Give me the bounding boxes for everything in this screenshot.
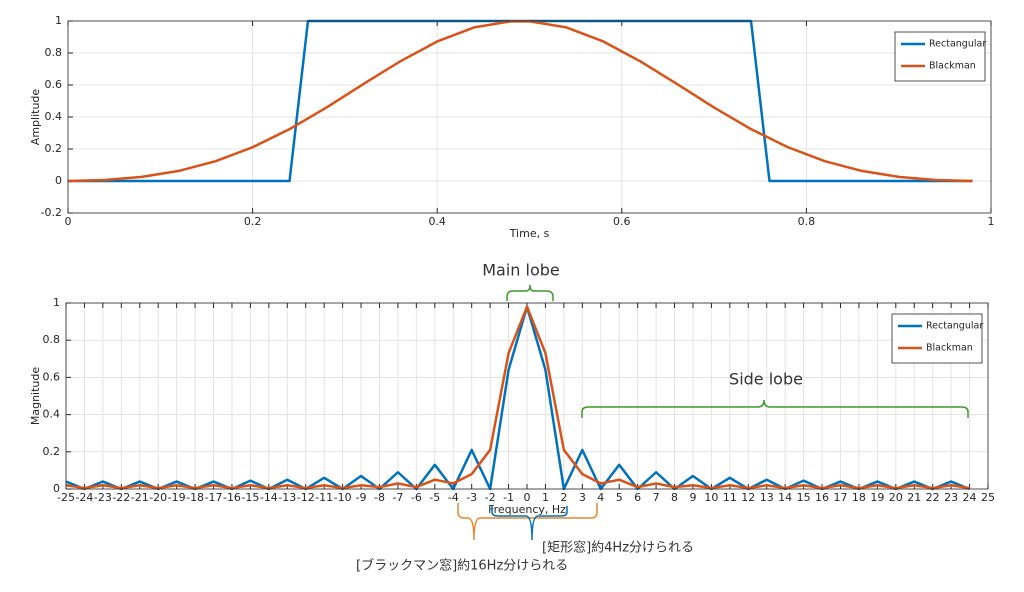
x-tick-label: -18 [186,491,204,504]
x-tick-label: 4 [597,491,604,504]
y-axis-label: Magnitude [29,367,42,426]
legend-label: Rectangular [926,321,983,332]
x-tick-label: -7 [392,491,403,504]
y-tick-label: -0.2 [41,206,62,219]
x-tick-label: 21 [907,491,921,504]
x-tick-label: -2 [485,491,496,504]
x-tick-label: -9 [356,491,367,504]
x-tick-label: 20 [889,491,903,504]
x-tick-label: -16 [223,491,241,504]
y-tick-label: 0.8 [45,46,63,59]
x-tick-label: 8 [671,491,678,504]
plot-frame [65,302,989,490]
x-tick-label: 25 [981,491,995,504]
x-tick-label: 1 [542,491,549,504]
x-tick-label: 13 [760,491,774,504]
annotation: Main lobe [482,261,560,280]
x-tick-label: 0 [524,491,531,504]
x-axis-label: Time, s [509,227,550,240]
y-tick-label: 0.8 [43,333,61,346]
x-tick-label: -13 [278,491,296,504]
x-axis-label: Frequency, Hz [488,503,566,516]
y-tick-label: 0.4 [45,110,63,123]
x-tick-label: 0.8 [798,215,816,228]
x-tick-label: -20 [149,491,167,504]
x-tick-label: -5 [429,491,440,504]
x-tick-label: -23 [94,491,112,504]
x-tick-label: -15 [241,491,259,504]
blackman-bracket [457,503,598,541]
x-tick-label: 24 [963,491,977,504]
x-tick-label: -4 [448,491,459,504]
x-tick-label: 3 [579,491,586,504]
main-lobe-bracket [506,284,554,301]
y-tick-label: 1 [53,296,60,309]
charts: -0.200.20.40.60.810 0.2 0.4 0.6 0.8 1Amplitud… [29,14,995,516]
x-tick-label: 11 [723,491,737,504]
x-tick-label: 5 [616,491,623,504]
x-tick-label: 14 [778,491,792,504]
x-tick-label: 10 [704,491,718,504]
x-tick-label: 15 [797,491,811,504]
y-tick-label: 0.6 [45,78,63,91]
x-tick-label: -1 [503,491,514,504]
x-tick-label: 16 [815,491,829,504]
annotation: Side lobe [729,370,803,389]
x-tick-label: 1 [988,215,995,228]
y-tick-label: 0.2 [45,142,63,155]
x-tick-label: 17 [833,491,847,504]
x-tick-label: 0.6 [613,215,631,228]
x-tick-label: 18 [852,491,866,504]
x-tick-label: 19 [870,491,884,504]
x-tick-label: -24 [75,491,93,504]
x-tick-label: 0.2 [244,215,262,228]
side-lobe-bracket [581,399,969,418]
annotation: [矩形窓]約4Hz分けられる [542,540,694,556]
x-tick-label: 9 [689,491,696,504]
y-axis-label: Amplitude [29,89,42,146]
y-tick-label: 0.6 [43,370,61,383]
x-tick-label: 2 [560,491,567,504]
line-series [65,305,970,490]
annotation: [ブラックマン窓]約16Hz分けられる [356,558,568,574]
x-tick-label: -11 [315,491,333,504]
x-tick-label: -21 [131,491,149,504]
y-tick-label: 0 [55,174,62,187]
plot-frame [67,20,992,214]
x-tick-label: 12 [741,491,755,504]
x-tick-label: 0 [65,215,72,228]
x-tick-label: -25 [57,491,75,504]
x-tick-label: 0.4 [428,215,446,228]
y-tick-label: 0.2 [43,445,61,458]
x-tick-label: -14 [260,491,278,504]
x-tick-label: -22 [112,491,130,504]
rect-bracket [491,506,568,541]
x-tick-label: -17 [205,491,223,504]
legend-box [894,31,986,82]
x-tick-label: -8 [374,491,385,504]
legend-label: Rectangular [929,39,986,50]
x-tick-label: -19 [168,491,186,504]
x-tick-label: -12 [297,491,315,504]
legend-label: Blackman [926,343,973,354]
x-tick-label: -10 [334,491,352,504]
legend-label: Blackman [929,61,976,72]
x-tick-label: 23 [944,491,958,504]
x-tick-label: 22 [926,491,940,504]
y-tick-label: 1 [55,14,62,27]
x-tick-label: 6 [634,491,641,504]
x-tick-label: -6 [411,491,422,504]
x-tick-label: -3 [466,491,477,504]
legend-box [891,313,983,364]
annotation-shapes [457,284,969,541]
x-tick-label: 7 [653,491,660,504]
y-tick-label: 0 [53,482,60,495]
y-tick-label: 0.4 [43,408,61,421]
